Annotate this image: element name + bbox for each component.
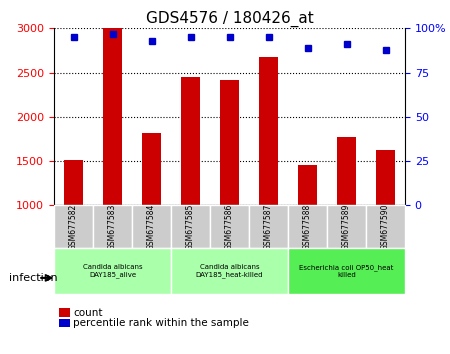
Bar bbox=[142, 133, 161, 294]
Text: GSM677583: GSM677583 bbox=[108, 203, 117, 250]
Bar bbox=[64, 160, 83, 294]
FancyBboxPatch shape bbox=[171, 205, 210, 248]
Text: GSM677585: GSM677585 bbox=[186, 203, 195, 250]
Text: GSM677588: GSM677588 bbox=[303, 204, 312, 250]
Text: Candida albicans
DAY185_heat-killed: Candida albicans DAY185_heat-killed bbox=[196, 264, 263, 278]
Text: GSM677589: GSM677589 bbox=[342, 203, 351, 250]
Text: GSM677590: GSM677590 bbox=[381, 203, 390, 250]
FancyBboxPatch shape bbox=[93, 205, 132, 248]
FancyBboxPatch shape bbox=[288, 248, 405, 294]
Text: infection: infection bbox=[9, 273, 58, 283]
FancyBboxPatch shape bbox=[288, 205, 327, 248]
Text: Escherichia coli OP50_heat
killed: Escherichia coli OP50_heat killed bbox=[299, 264, 394, 278]
Bar bbox=[181, 77, 200, 294]
FancyBboxPatch shape bbox=[366, 205, 405, 248]
Text: GSM677584: GSM677584 bbox=[147, 203, 156, 250]
Bar bbox=[103, 28, 122, 294]
Text: percentile rank within the sample: percentile rank within the sample bbox=[73, 318, 249, 329]
FancyBboxPatch shape bbox=[327, 205, 366, 248]
Text: Candida albicans
DAY185_alive: Candida albicans DAY185_alive bbox=[83, 264, 142, 278]
Text: count: count bbox=[73, 308, 103, 318]
Title: GDS4576 / 180426_at: GDS4576 / 180426_at bbox=[146, 11, 313, 27]
Bar bbox=[298, 166, 317, 294]
Bar bbox=[220, 80, 239, 294]
FancyBboxPatch shape bbox=[54, 248, 171, 294]
FancyBboxPatch shape bbox=[210, 205, 249, 248]
Bar bbox=[259, 57, 278, 294]
FancyBboxPatch shape bbox=[132, 205, 171, 248]
Bar bbox=[376, 150, 395, 294]
Text: GSM677587: GSM677587 bbox=[264, 203, 273, 250]
FancyBboxPatch shape bbox=[171, 248, 288, 294]
FancyBboxPatch shape bbox=[54, 205, 93, 248]
Bar bbox=[337, 137, 356, 294]
Text: GSM677582: GSM677582 bbox=[69, 204, 78, 250]
FancyBboxPatch shape bbox=[249, 205, 288, 248]
Text: GSM677586: GSM677586 bbox=[225, 203, 234, 250]
